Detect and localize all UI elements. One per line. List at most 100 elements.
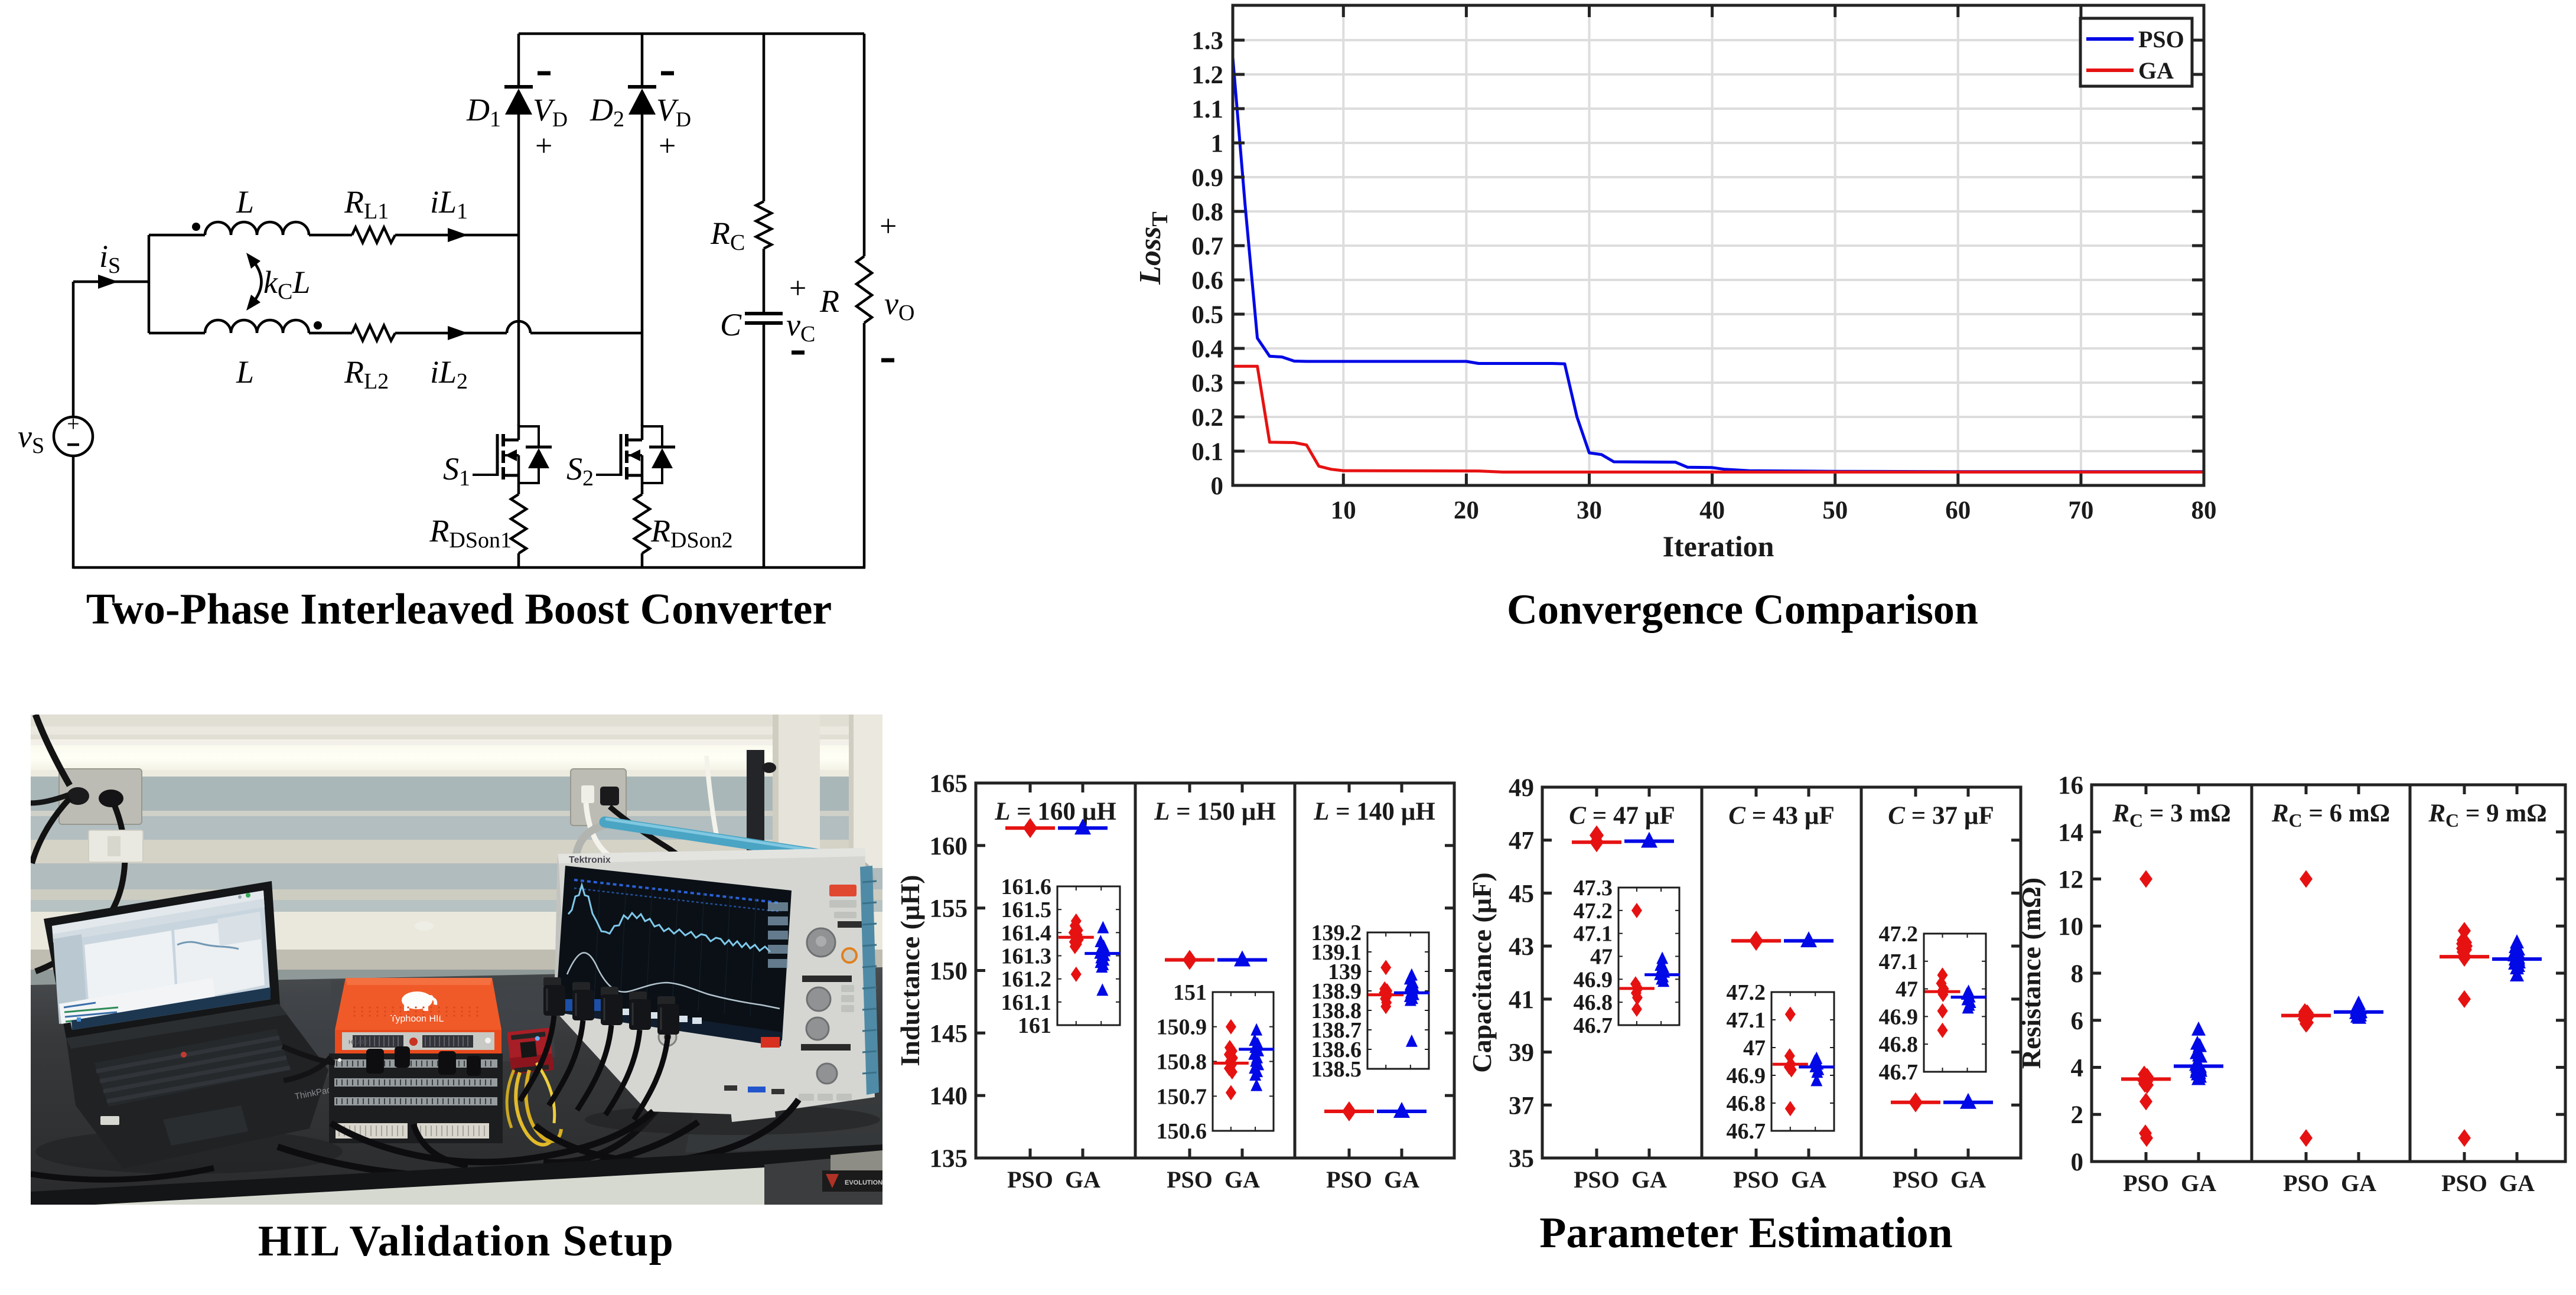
svg-text:135: 135 [930, 1145, 968, 1173]
svg-text:150.6: 150.6 [1157, 1119, 1207, 1144]
svg-text:+: + [789, 272, 806, 305]
svg-text:GA: GA [1791, 1166, 1826, 1193]
svg-text:139: 139 [1328, 960, 1362, 984]
svg-text:iL2: iL2 [430, 354, 468, 394]
svg-text:0.5: 0.5 [1191, 301, 1223, 329]
svg-text:150.7: 150.7 [1157, 1084, 1207, 1109]
svg-text:+: + [67, 412, 79, 436]
svg-text:46.9: 46.9 [1727, 1064, 1766, 1088]
svg-text:GA: GA [2341, 1170, 2376, 1196]
svg-text:1.2: 1.2 [1191, 61, 1223, 89]
svg-text:165: 165 [930, 770, 968, 798]
svg-text:vO: vO [884, 286, 914, 325]
svg-text:GA: GA [1225, 1166, 1260, 1193]
svg-text:PSO: PSO [1326, 1166, 1372, 1193]
svg-text:iL1: iL1 [430, 184, 468, 224]
svg-text:C = 37 µF: C = 37 µF [1888, 802, 1994, 830]
svg-text:0.6: 0.6 [1191, 267, 1223, 295]
svg-text:GA: GA [2138, 57, 2174, 84]
svg-text:RL2: RL2 [344, 354, 389, 394]
svg-text:PSO: PSO [1007, 1166, 1053, 1193]
svg-text:140: 140 [930, 1082, 968, 1110]
svg-text:30: 30 [1577, 497, 1602, 524]
svg-text:151: 151 [1173, 980, 1207, 1005]
svg-text:10: 10 [1331, 497, 1356, 524]
svg-text:RDSon2: RDSon2 [650, 513, 733, 553]
svg-text:GA: GA [2181, 1170, 2216, 1196]
svg-text:C: C [720, 307, 742, 342]
svg-text:L = 140 µH: L = 140 µH [1313, 798, 1435, 826]
svg-text:47: 47 [1743, 1036, 1766, 1061]
svg-text:D1: D1 [466, 92, 501, 132]
svg-text:46.8: 46.8 [1727, 1091, 1766, 1116]
svg-text:47: 47 [1590, 945, 1613, 970]
svg-text:C = 43 µF: C = 43 µF [1728, 802, 1834, 830]
svg-text:S2: S2 [566, 451, 594, 491]
svg-text:161.6: 161.6 [1001, 875, 1052, 899]
svg-text:RC = 6 mΩ: RC = 6 mΩ [2271, 800, 2390, 831]
svg-text:47.1: 47.1 [1879, 950, 1919, 974]
svg-text:VD: VD [533, 92, 568, 131]
svg-text:EVOLUTION: EVOLUTION [845, 1179, 882, 1186]
svg-text:46.8: 46.8 [1879, 1032, 1919, 1057]
svg-text:GA: GA [1950, 1166, 1986, 1193]
svg-text:138.8: 138.8 [1311, 999, 1362, 1023]
svg-text:vS: vS [18, 419, 44, 458]
svg-text:160: 160 [930, 833, 968, 860]
svg-text:RL1: RL1 [344, 184, 389, 224]
svg-text:Tektronix: Tektronix [569, 855, 611, 865]
svg-text:L: L [236, 354, 254, 390]
svg-text:6: 6 [2071, 1007, 2084, 1035]
svg-text:kCL: kCL [263, 265, 310, 304]
svg-text:Resistance (mΩ): Resistance (mΩ) [2016, 878, 2046, 1069]
svg-text:Capacitance (µF): Capacitance (µF) [1467, 872, 1497, 1072]
svg-text:0: 0 [1211, 472, 1224, 500]
svg-text:45: 45 [1509, 880, 1534, 908]
svg-text:Convergence Comparison: Convergence Comparison [1507, 586, 1978, 633]
svg-text:C = 47 µF: C = 47 µF [1569, 802, 1675, 830]
svg-text:138.7: 138.7 [1311, 1018, 1362, 1043]
svg-text:20: 20 [1454, 497, 1479, 524]
svg-text:PSO: PSO [1733, 1166, 1779, 1193]
svg-text:161.2: 161.2 [1001, 967, 1052, 992]
svg-text:150.9: 150.9 [1157, 1015, 1207, 1040]
svg-text:HIL402: HIL402 [349, 1039, 368, 1046]
svg-text:41: 41 [1509, 986, 1534, 1014]
svg-text:150: 150 [930, 958, 968, 986]
svg-text:VD: VD [656, 92, 691, 131]
svg-text:47.3: 47.3 [1574, 876, 1613, 901]
svg-text:80: 80 [2191, 497, 2217, 524]
svg-text:RDSon1: RDSon1 [429, 513, 512, 553]
svg-text:47.2: 47.2 [1727, 980, 1766, 1005]
svg-text:161.1: 161.1 [1001, 990, 1052, 1015]
svg-text:PSO: PSO [2123, 1170, 2169, 1196]
svg-text:47.1: 47.1 [1727, 1008, 1766, 1033]
svg-text:14: 14 [2058, 819, 2083, 847]
svg-text:60: 60 [1945, 497, 1971, 524]
svg-text:139.2: 139.2 [1311, 921, 1362, 945]
svg-text:47: 47 [1896, 977, 1918, 1002]
svg-text:47: 47 [1509, 827, 1534, 855]
svg-text:46.7: 46.7 [1574, 1013, 1613, 1038]
svg-text:10: 10 [2058, 913, 2083, 941]
svg-text:Two-Phase Interleaved Boost Co: Two-Phase Interleaved Boost Converter [86, 585, 832, 634]
svg-text:Parameter Estimation: Parameter Estimation [1539, 1209, 1952, 1257]
svg-text:47.2: 47.2 [1574, 899, 1613, 924]
svg-text:46.8: 46.8 [1574, 990, 1613, 1015]
svg-text:0: 0 [2071, 1149, 2084, 1176]
svg-text:46.9: 46.9 [1574, 967, 1613, 992]
svg-text:12: 12 [2058, 866, 2083, 894]
svg-text:2: 2 [2071, 1101, 2084, 1129]
svg-text:47.1: 47.1 [1574, 922, 1613, 947]
svg-text:47.2: 47.2 [1879, 922, 1919, 947]
svg-text:+: + [880, 210, 897, 243]
svg-text:0.1: 0.1 [1191, 438, 1223, 466]
svg-text:PSO: PSO [2441, 1170, 2487, 1196]
svg-text:46.7: 46.7 [1727, 1119, 1766, 1144]
svg-text:138.9: 138.9 [1311, 979, 1362, 1004]
svg-text:0.4: 0.4 [1191, 335, 1223, 363]
svg-text:GA: GA [2499, 1170, 2535, 1196]
svg-text:Typhoon HIL: Typhoon HIL [390, 1014, 444, 1024]
svg-text:RC = 3 mΩ: RC = 3 mΩ [2112, 800, 2230, 831]
svg-text:L = 150 µH: L = 150 µH [1154, 798, 1276, 826]
